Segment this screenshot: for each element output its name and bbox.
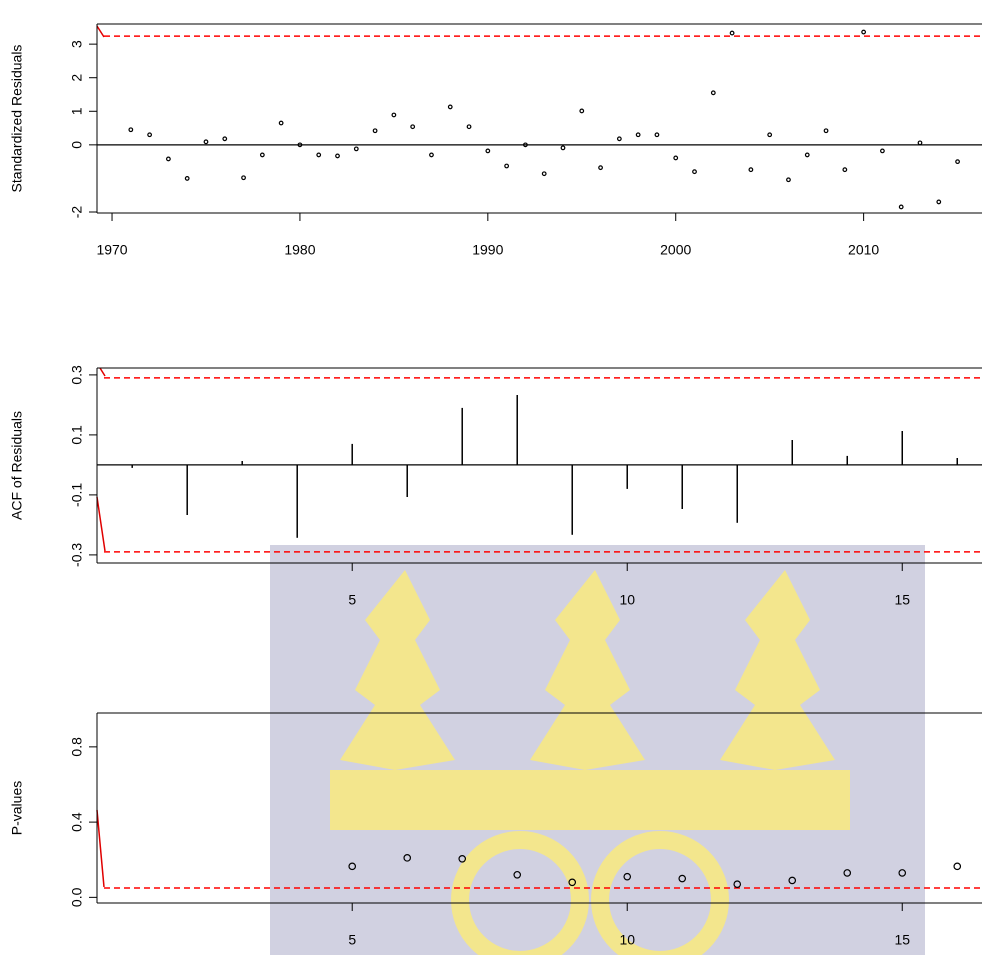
point [297,142,303,148]
x-tick-label: 1980 [284,242,315,258]
point [278,120,284,126]
point [842,167,848,173]
y-axis-label: P-values [9,781,25,835]
point [786,177,791,183]
point [692,169,697,175]
point [241,175,246,181]
point [823,128,829,134]
y-tick-label: -0.1 [69,483,85,507]
point [222,136,228,142]
y-tick-label: 0.1 [69,425,85,445]
x-tick-label: 5 [348,592,356,608]
y-tick-label: 1 [69,107,85,115]
point [804,152,810,158]
point [259,152,265,158]
point [353,146,359,152]
x-tick-label: 10 [619,932,635,948]
point [729,30,735,36]
y-tick-label: 0 [69,141,85,149]
point [843,869,852,877]
point [485,148,491,154]
point [458,854,467,863]
edge-line [96,25,105,38]
point [623,872,632,881]
edge-line [99,367,106,377]
point [861,29,867,35]
point [880,148,885,154]
point [898,204,904,210]
point [936,199,942,205]
y-tick-label: 3 [69,40,85,48]
point [710,90,716,96]
x-tick-label: 15 [894,932,910,948]
point [733,880,742,888]
point [635,132,641,138]
point [955,159,960,165]
point [579,108,585,114]
edge-line [96,496,106,552]
watermark [270,545,925,960]
point [560,145,566,151]
point [748,167,754,173]
y-tick-label: 0.8 [69,737,85,757]
x-tick-label: 2000 [660,242,691,258]
x-tick-label: 2010 [848,242,879,258]
point [466,124,472,130]
point [673,155,679,161]
point [788,876,797,885]
x-tick-label: 15 [894,592,910,608]
point [147,132,153,138]
point [184,176,190,181]
point [335,153,340,159]
point [678,874,687,883]
x-tick-label: 1990 [472,242,503,258]
point [166,156,171,162]
point [372,128,378,134]
point [348,862,357,871]
y-axis-label: Standardized Residuals [9,45,25,193]
point [403,854,412,862]
point [917,140,923,146]
watermark-emblem [330,570,850,960]
point [654,132,660,138]
point [598,165,603,171]
point [391,112,397,118]
point [568,878,577,887]
y-axis-label: ACF of Residuals [9,411,25,520]
point [953,862,962,871]
y-tick-label: 0.3 [69,365,85,385]
x-tick-label: 5 [348,932,356,948]
point [410,124,416,130]
y-tick-label: 0.0 [69,887,85,907]
point [429,152,434,158]
point [203,139,209,145]
y-tick-label: -0.3 [69,543,85,567]
point [898,869,907,877]
x-tick-label: 1970 [96,242,127,258]
x-tick-label: 10 [619,592,635,608]
y-tick-label: -2 [69,206,85,219]
y-tick-label: 0.4 [69,812,85,832]
point [513,870,522,879]
point [767,132,773,138]
point [504,163,510,169]
point [447,104,453,110]
point [316,152,322,158]
edge-line [96,809,105,888]
point [128,127,134,133]
left-edge-lines [96,25,106,888]
point [523,142,528,148]
y-tick-label: 2 [69,74,85,82]
point [616,136,622,142]
point [541,171,547,177]
